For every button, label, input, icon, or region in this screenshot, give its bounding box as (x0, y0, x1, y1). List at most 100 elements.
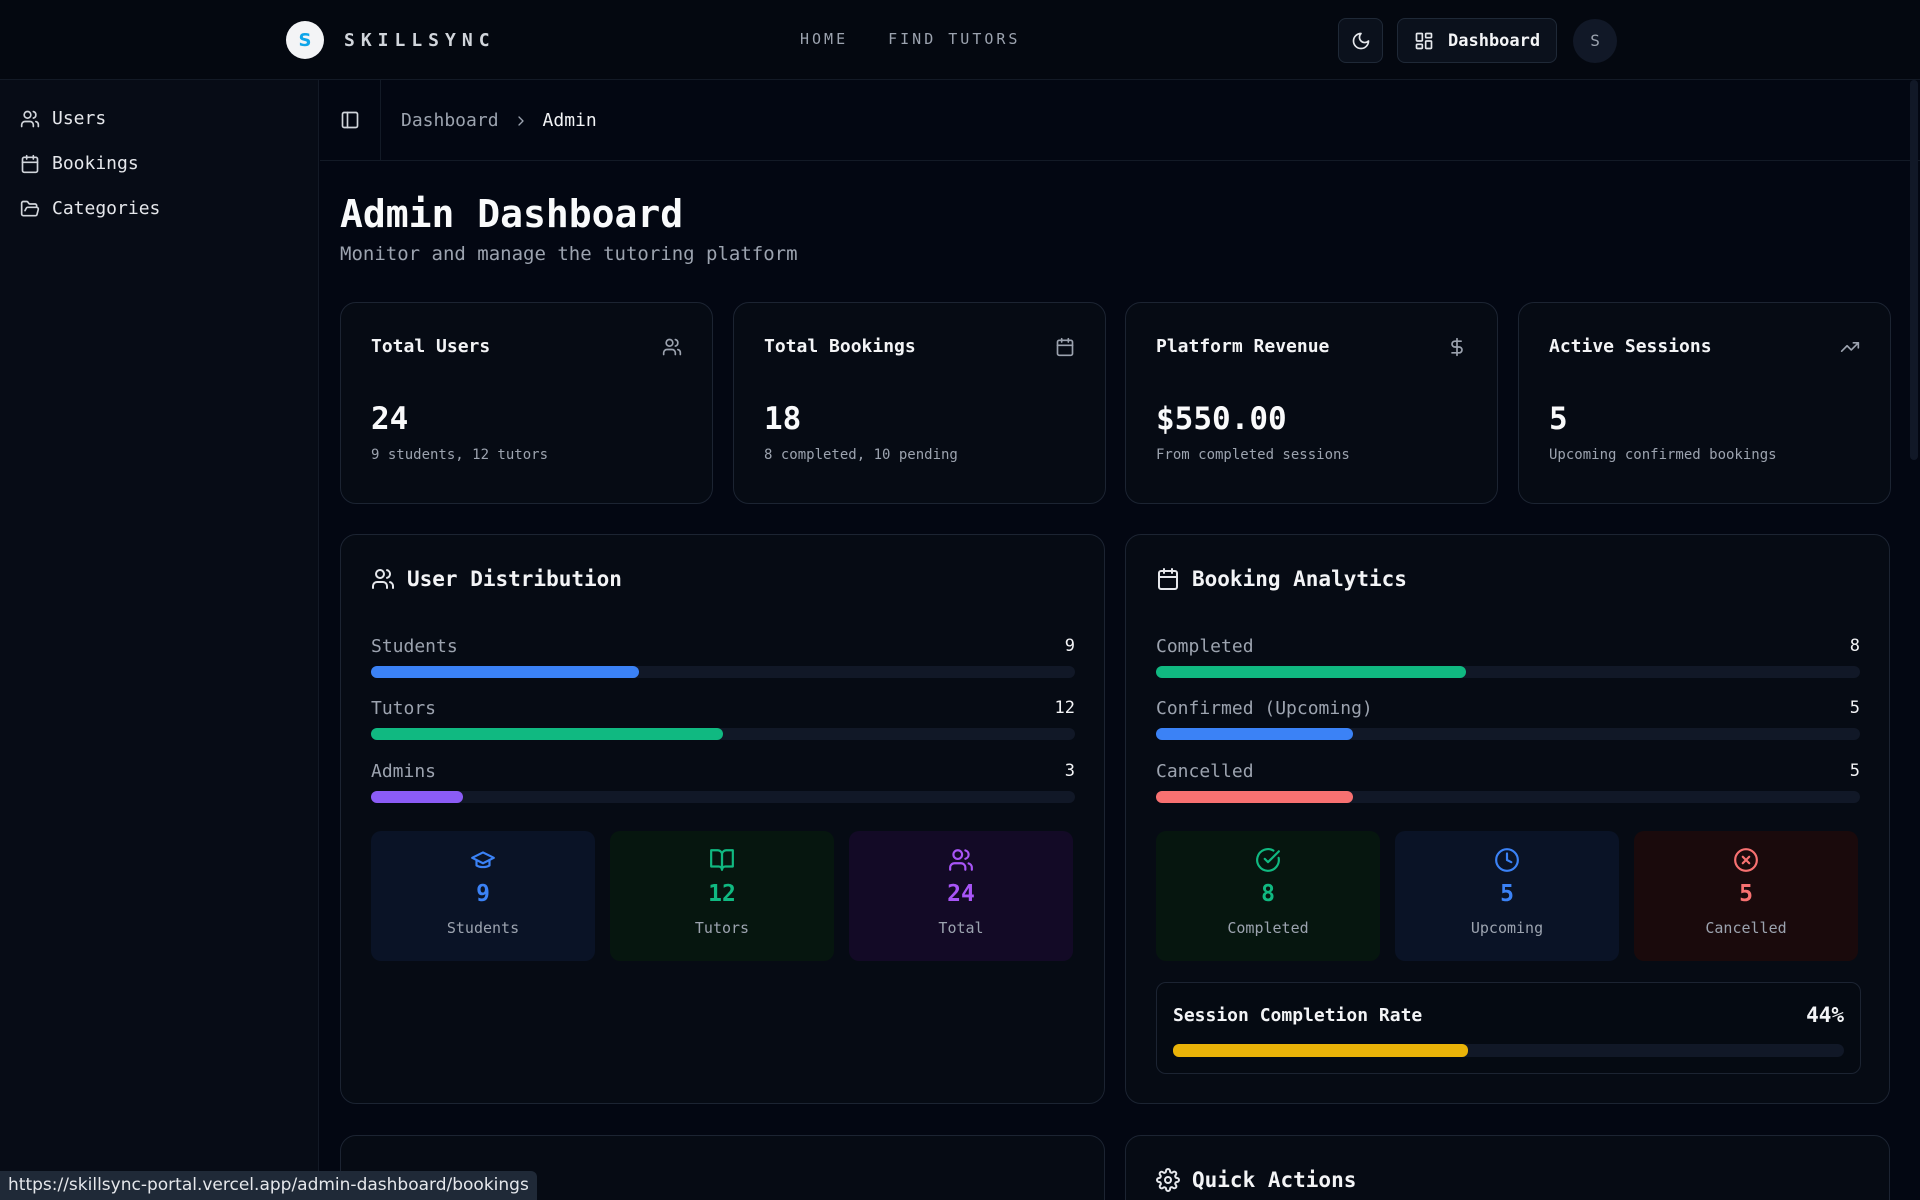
tile-students: 9 Students (371, 831, 595, 961)
bar-value: 5 (1849, 761, 1860, 781)
tile-label: Tutors (694, 919, 750, 937)
progress-fill (371, 791, 463, 803)
sidebar-item-bookings[interactable]: Bookings (8, 141, 308, 186)
page-subtitle: Monitor and manage the tutoring platform (340, 243, 798, 265)
nav-link-find-tutors[interactable]: FIND TUTORS (888, 30, 1021, 48)
nav-actions: Dashboard S (1338, 18, 1618, 63)
completion-rate-value: 44% (1806, 1003, 1844, 1027)
panel-title: Booking Analytics (1192, 567, 1407, 591)
bar-label: Students (371, 636, 458, 657)
bar-label: Completed (1156, 636, 1254, 657)
stat-subtext: 8 completed, 10 pending (764, 447, 958, 463)
bar-row-tutors: Tutors 12 (371, 698, 1075, 740)
bar-value: 5 (1849, 698, 1860, 718)
graduation-cap-icon (470, 847, 496, 873)
nav-links: HOME FIND TUTORS (800, 30, 1020, 48)
bar-value: 8 (1849, 636, 1860, 656)
panel-title: User Distribution (407, 567, 622, 591)
panel-header: Booking Analytics (1156, 567, 1407, 591)
chevron-right-icon (513, 113, 529, 129)
users-icon (948, 847, 974, 873)
tile-cancelled: 5 Cancelled (1634, 831, 1858, 961)
page-scrollbar[interactable] (1908, 80, 1920, 460)
bar-value: 3 (1064, 761, 1075, 781)
stat-value: 5 (1549, 401, 1568, 437)
bar-row-students: Students 9 (371, 636, 1075, 678)
gear-icon (1156, 1168, 1180, 1192)
progress-track (1156, 666, 1860, 678)
stat-title: Total Users (371, 336, 491, 357)
progress-track (1173, 1044, 1844, 1057)
users-icon (371, 567, 395, 591)
stat-subtext: Upcoming confirmed bookings (1549, 447, 1777, 463)
layout-dashboard-icon (1414, 31, 1434, 51)
bar-row-confirmed: Confirmed (Upcoming) 5 (1156, 698, 1860, 740)
progress-track (371, 666, 1075, 678)
progress-fill (1156, 666, 1466, 678)
avatar[interactable]: S (1573, 18, 1618, 63)
top-navbar: S SKILLSYNC HOME FIND TUTORS Dashboard S (0, 0, 1920, 80)
sidebar: Users Bookings Categories (0, 0, 319, 1200)
trending-up-icon (1840, 337, 1860, 357)
brand-name: SKILLSYNC (344, 29, 496, 51)
stat-value: $550.00 (1156, 401, 1287, 437)
dashboard-button-label: Dashboard (1448, 30, 1541, 51)
breadcrumb: Dashboard Admin (401, 110, 597, 131)
brand-logo: S (286, 21, 324, 59)
calendar-icon (1156, 567, 1180, 591)
stat-card-platform-revenue: Platform Revenue $550.00 From completed … (1125, 302, 1498, 504)
stat-title: Total Bookings (764, 336, 916, 357)
stat-card-total-bookings: Total Bookings 18 8 completed, 10 pendin… (733, 302, 1106, 504)
sidebar-toggle-button[interactable] (320, 80, 381, 160)
summary-tiles: 8 Completed 5 Upcoming 5 Cancelled (1156, 831, 1858, 961)
bar-label: Tutors (371, 698, 437, 719)
progress-fill (1173, 1044, 1469, 1057)
progress-fill (371, 728, 723, 740)
users-icon (20, 109, 40, 129)
tile-completed: 8 Completed (1156, 831, 1380, 961)
completion-rate-box: Session Completion Rate 44% (1156, 982, 1861, 1074)
tile-total: 24 Total (849, 831, 1073, 961)
tile-tutors: 12 Tutors (610, 831, 834, 961)
brand[interactable]: S SKILLSYNC (286, 21, 496, 59)
bar-row-admins: Admins 3 (371, 761, 1075, 803)
tile-label: Upcoming (1470, 919, 1544, 937)
tile-upcoming: 5 Upcoming (1395, 831, 1619, 961)
bar-row-cancelled: Cancelled 5 (1156, 761, 1860, 803)
stat-subtext: From completed sessions (1156, 447, 1350, 463)
panel-title: Quick Actions (1192, 1168, 1357, 1192)
status-bar-url: https://skillsync-portal.vercel.app/admi… (0, 1171, 537, 1200)
folder-open-icon (20, 199, 40, 219)
progress-track (371, 791, 1075, 803)
book-open-icon (709, 847, 735, 873)
booking-analytics-panel: Booking Analytics Completed 8 Confirmed … (1125, 534, 1890, 1104)
sidebar-item-users[interactable]: Users (8, 96, 308, 141)
panel-header: Quick Actions (1156, 1168, 1356, 1192)
calendar-icon (1055, 337, 1075, 357)
bar-value: 9 (1064, 636, 1075, 656)
breadcrumb-dashboard[interactable]: Dashboard (401, 110, 499, 131)
progress-track (1156, 791, 1860, 803)
stat-title: Active Sessions (1549, 336, 1712, 357)
theme-toggle-button[interactable] (1338, 18, 1383, 63)
sidebar-item-label: Categories (52, 198, 161, 219)
stat-card-total-users: Total Users 24 9 students, 12 tutors (340, 302, 713, 504)
bar-label: Admins (371, 761, 437, 782)
summary-tiles: 9 Students 12 Tutors 24 Total (371, 831, 1073, 961)
sidebar-item-label: Bookings (52, 153, 139, 174)
panel-left-icon (340, 110, 360, 130)
tile-label: Cancelled (1705, 919, 1787, 937)
nav-link-home[interactable]: HOME (800, 30, 849, 48)
tile-number: 9 (476, 881, 490, 907)
stat-subtext: 9 students, 12 tutors (371, 447, 549, 463)
sidebar-item-categories[interactable]: Categories (8, 186, 308, 231)
dashboard-button[interactable]: Dashboard (1397, 18, 1558, 63)
clock-icon (1494, 847, 1520, 873)
x-circle-icon (1733, 847, 1759, 873)
tile-number: 5 (1739, 881, 1753, 907)
tile-label: Total (938, 919, 984, 937)
completion-rate-label: Session Completion Rate (1173, 1005, 1423, 1026)
tile-label: Completed (1227, 919, 1309, 937)
tile-number: 12 (708, 881, 736, 907)
progress-fill (371, 666, 639, 678)
